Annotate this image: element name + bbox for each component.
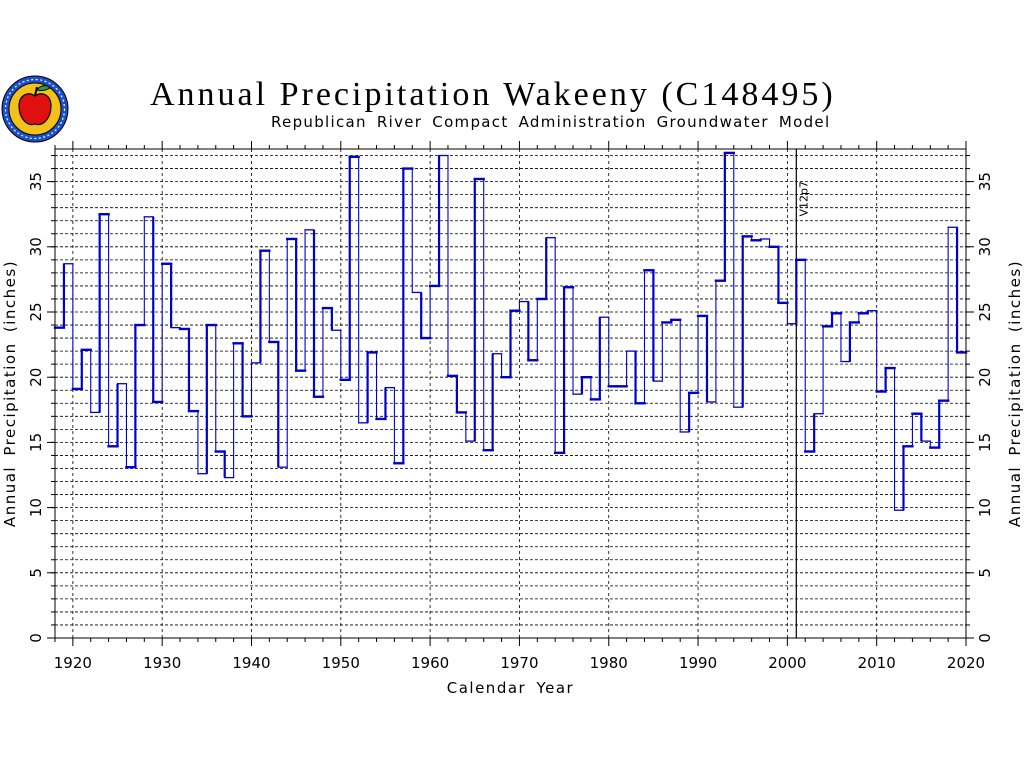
x-tick-label: 1990: [679, 654, 717, 672]
x-tick-label: 1940: [232, 654, 270, 672]
y-tick-label-right: 35: [976, 172, 994, 191]
x-tick-label: 1970: [500, 654, 538, 672]
y-tick-label-left: 25: [27, 302, 45, 321]
y-tick-label-right: 30: [976, 237, 994, 256]
y-tick-label-left: 20: [27, 368, 45, 387]
y-tick-label-right: 0: [976, 633, 994, 643]
x-tick-label: 1960: [411, 654, 449, 672]
y-axis-label-left: Annual Precipitation (inches): [1, 260, 19, 527]
page-subtitle: Republican River Compact Administration …: [271, 113, 831, 131]
y-tick-label-right: 5: [976, 568, 994, 578]
reference-line-label: V12p7: [797, 181, 810, 217]
y-axis-label-right: Annual Precipitation (inches): [1006, 260, 1024, 527]
x-axis-label: Calendar Year: [447, 679, 574, 697]
y-tick-label-right: 10: [976, 498, 994, 517]
y-tick-label-left: 15: [27, 433, 45, 452]
grid: [55, 149, 966, 638]
y-tick-label-left: 0: [27, 633, 45, 643]
y-tick-label-right: 20: [976, 368, 994, 387]
x-tick-label: 1980: [590, 654, 628, 672]
y-tick-label-right: 25: [976, 302, 994, 321]
y-tick-label-left: 5: [27, 568, 45, 578]
x-tick-label: 2020: [947, 654, 985, 672]
series: [53, 151, 968, 511]
x-tick-label: 1950: [322, 654, 360, 672]
y-tick-label-left: 30: [27, 237, 45, 256]
agency-logo: [0, 74, 72, 144]
reference-line: V12p7: [795, 149, 810, 638]
page-title: Annual Precipitation Wakeeny (C148495): [150, 76, 836, 113]
x-tick-label: 1930: [143, 654, 181, 672]
y-tick-label-left: 10: [27, 498, 45, 517]
x-tick-label: 1920: [54, 654, 92, 672]
y-tick-label-left: 35: [27, 172, 45, 191]
x-axis: 1920 1930 1940 1950 1960 1970 1980 1990 2000 2010…: [54, 141, 985, 672]
y-axis: 0 0 5 5 10 10 15 15 20 20 25 25 30 30 35 35: [27, 155, 994, 643]
x-tick-label: 2000: [768, 654, 806, 672]
x-tick-label: 2010: [858, 654, 896, 672]
plot-frame: [54, 148, 967, 639]
apple-seal-icon: [1, 75, 69, 143]
y-tick-label-right: 15: [976, 433, 994, 452]
